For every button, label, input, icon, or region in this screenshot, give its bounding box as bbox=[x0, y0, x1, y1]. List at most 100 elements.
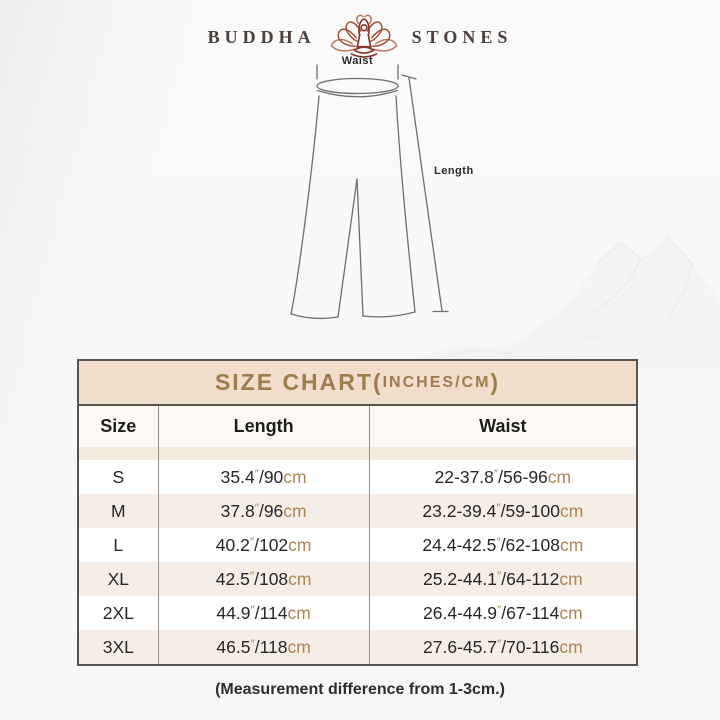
size-cell: XL bbox=[79, 562, 159, 596]
title-main: SIZE CHART( bbox=[214, 369, 383, 395]
slash: / bbox=[501, 602, 507, 623]
pants-outline bbox=[290, 95, 416, 320]
slash: / bbox=[500, 534, 506, 555]
cm-unit: cm bbox=[283, 466, 307, 487]
slash: / bbox=[254, 534, 259, 555]
column-header-length: Length bbox=[157, 406, 370, 447]
waist-cm-value: 62-108 bbox=[505, 534, 560, 555]
size-cell: M bbox=[79, 494, 159, 528]
waist-inches-value: 23.2-39.4 bbox=[422, 500, 497, 521]
slash: / bbox=[258, 500, 264, 521]
waist-cm-value: 59-100 bbox=[505, 500, 560, 521]
length-inches-value: 44.9 bbox=[216, 602, 251, 623]
waist-inches-value: 24.4-42.5 bbox=[422, 534, 497, 555]
cm-unit: cm bbox=[287, 602, 311, 623]
size-cell: L bbox=[113, 534, 124, 555]
size-chart: SIZE CHART(INCHES/CM) Size Length Waist … bbox=[77, 359, 638, 666]
slash: / bbox=[254, 568, 259, 589]
column-header-waist: Waist bbox=[368, 406, 636, 447]
title-close-paren: ) bbox=[490, 369, 501, 395]
inch-mark: ″ bbox=[496, 636, 502, 651]
slash: / bbox=[500, 500, 506, 521]
length-inches-value: 46.5 bbox=[216, 636, 251, 657]
cm-unit: cm bbox=[288, 568, 312, 589]
inch-mark: ″ bbox=[493, 466, 499, 481]
table-row: 2XL 44.9″/114cm 26.4-44.9″/67-114cm bbox=[79, 596, 636, 630]
waist-inches-value: 27.6-45.7 bbox=[423, 636, 497, 657]
waist-measure-ticks bbox=[316, 64, 399, 80]
cm-unit: cm bbox=[559, 534, 584, 555]
size-chart-title: SIZE CHART(INCHES/CM) bbox=[79, 361, 636, 406]
waist-inches-value: 22-37.8 bbox=[434, 466, 494, 487]
size-table: Size Length Waist S 35.4″/90cm 22-37.8″/… bbox=[79, 406, 636, 664]
size-cell: S bbox=[112, 466, 125, 487]
inch-mark: ″ bbox=[250, 602, 255, 617]
length-cell: 46.5″/118cm bbox=[157, 630, 370, 664]
brand-word-buddha: BUDDHA bbox=[207, 26, 316, 47]
pants-sketch bbox=[290, 64, 449, 320]
waist-label: Waist bbox=[341, 55, 374, 67]
slash: / bbox=[501, 636, 507, 657]
length-cell: 44.9″/114cm bbox=[157, 596, 370, 630]
length-measure-line bbox=[401, 74, 449, 313]
length-inches-value: 42.5 bbox=[215, 568, 250, 589]
table-row: L 40.2″/102cm 24.4-42.5″/62-108cm bbox=[79, 528, 636, 562]
pants-measurement-diagram: Waist Length bbox=[250, 55, 490, 330]
inch-mark: ″ bbox=[250, 636, 255, 651]
measurement-disclaimer: (Measurement difference from 1-3cm.) bbox=[215, 681, 505, 698]
slash: / bbox=[501, 568, 507, 589]
inch-mark: ″ bbox=[254, 500, 259, 515]
length-cell: 40.2″/102cm bbox=[157, 528, 370, 562]
length-inches-value: 40.2 bbox=[215, 534, 250, 555]
waist-inches-value: 26.4-44.9 bbox=[423, 602, 497, 623]
inch-mark: ″ bbox=[249, 568, 255, 583]
waist-cell: 22-37.8″/56-96cm bbox=[368, 460, 636, 494]
length-inches-value: 35.4 bbox=[220, 466, 255, 487]
slash: / bbox=[498, 466, 504, 487]
length-label: Length bbox=[434, 165, 474, 177]
inch-mark: ″ bbox=[496, 500, 501, 515]
waist-cell: 23.2-39.4″/59-100cm bbox=[368, 494, 636, 528]
inch-mark: ″ bbox=[496, 568, 502, 583]
size-cell: 2XL bbox=[102, 602, 134, 623]
cm-unit: cm bbox=[288, 534, 312, 555]
table-row: S 35.4″/90cm 22-37.8″/56-96cm bbox=[79, 460, 636, 494]
brand-header: BUDDHA bbox=[0, 12, 720, 62]
cm-unit: cm bbox=[287, 636, 311, 657]
waist-cm-value: 70-116 bbox=[506, 636, 560, 657]
waist-cell: 24.4-42.5″/62-108cm bbox=[368, 528, 636, 562]
size-cell: 3XL bbox=[79, 630, 159, 664]
length-cell: 42.5″/108cm bbox=[157, 562, 370, 596]
spacer-row bbox=[79, 447, 636, 460]
waist-cm-value: 56-96 bbox=[503, 466, 548, 487]
size-table-body: S 35.4″/90cm 22-37.8″/56-96cm M 37.8″/96… bbox=[79, 447, 636, 664]
length-cell: 35.4″/90cm bbox=[157, 460, 370, 494]
waist-cm-value: 64-112 bbox=[506, 568, 560, 589]
waist-inches-value: 25.2-44.1 bbox=[423, 568, 497, 589]
slash: / bbox=[258, 466, 264, 487]
inch-mark: ″ bbox=[496, 534, 501, 549]
cm-unit: cm bbox=[559, 568, 583, 589]
cm-unit: cm bbox=[559, 602, 583, 623]
cm-unit: cm bbox=[283, 500, 307, 521]
cm-unit: cm bbox=[559, 500, 584, 521]
column-header-size: Size bbox=[79, 406, 159, 447]
length-cm-value: 108 bbox=[258, 568, 289, 589]
inch-mark: ″ bbox=[254, 466, 259, 481]
title-units: INCHES/CM bbox=[382, 373, 491, 391]
waist-cell: 27.6-45.7″/70-116cm bbox=[368, 630, 636, 664]
slash: / bbox=[254, 636, 260, 657]
length-cm-value: 90 bbox=[263, 466, 284, 487]
waist-cell: 26.4-44.9″/67-114cm bbox=[368, 596, 636, 630]
table-row: XL 42.5″/108cm 25.2-44.1″/64-112cm bbox=[79, 562, 636, 596]
length-cm-value: 96 bbox=[263, 500, 284, 521]
cm-unit: cm bbox=[559, 636, 583, 657]
waist-cm-value: 67-114 bbox=[506, 602, 560, 623]
slash: / bbox=[254, 602, 260, 623]
length-cm-value: 102 bbox=[258, 534, 289, 555]
length-cm-value: 114 bbox=[259, 602, 288, 623]
brand-word-stones: STONES bbox=[411, 26, 513, 47]
waistband bbox=[316, 77, 399, 98]
table-row: 3XL 46.5″/118cm 27.6-45.7″/70-116cm bbox=[79, 630, 636, 664]
